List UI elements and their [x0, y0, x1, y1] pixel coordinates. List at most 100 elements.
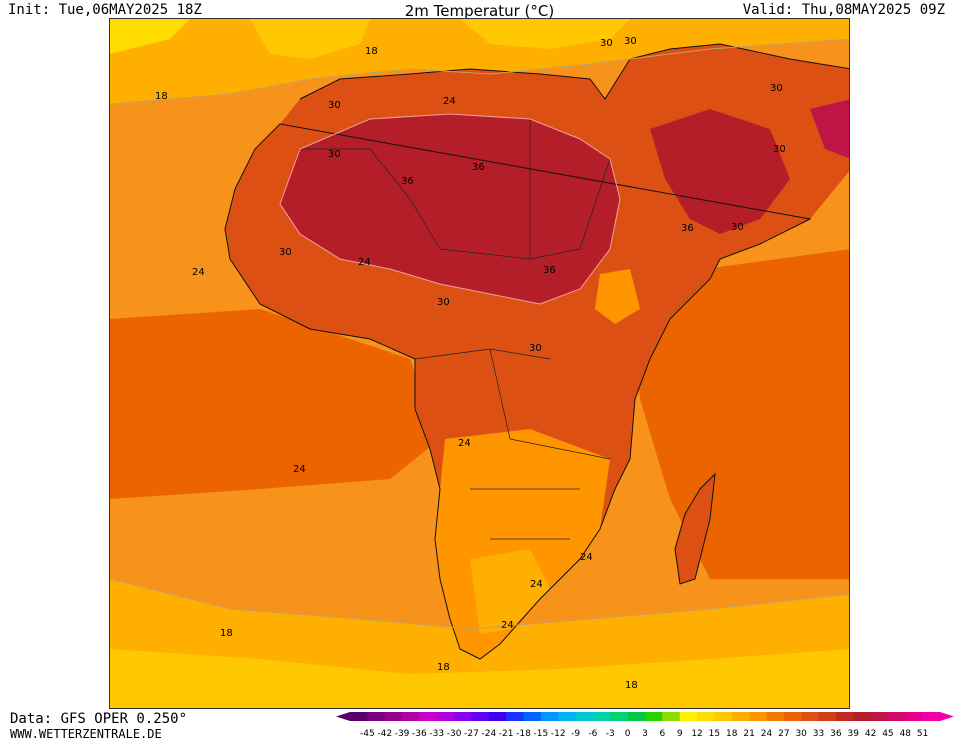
isotherm-36 [279, 113, 621, 305]
colorbar-swatch [783, 712, 802, 721]
temperature-map: 18 18 24 30 24 30 36 36 30 24 30 36 30 30 30 36 30 24 24 24… [109, 18, 850, 709]
contour-label: 24 [358, 257, 371, 268]
contour-label: 30 [529, 343, 542, 354]
colorbar-swatch [402, 712, 420, 721]
colorbar-tick-label: 3 [642, 729, 648, 739]
contour-label: 18 [220, 628, 233, 639]
colorbar-tick-label: -3 [606, 729, 615, 739]
colorbar-tick-label: 36 [830, 729, 842, 739]
colorbar-tick-label: -45 [360, 729, 375, 739]
colorbar-tick-label: -6 [588, 729, 597, 739]
colorbar-swatch [818, 712, 837, 721]
colorbar-swatch [801, 712, 820, 721]
colorbar-swatch [488, 712, 507, 721]
colorbar-legend: -45 -42 -39 -36 -33 -30 -27 -24 -21 -18 -15 -12 -9 -6… [330, 712, 958, 740]
colorbar-tick-label: 6 [659, 729, 665, 739]
colorbar-swatch [367, 712, 386, 721]
contour-label: 30 [600, 38, 613, 49]
colorbar-swatch [714, 712, 733, 721]
colorbar-swatch [662, 712, 681, 721]
isotherm-18-south [110, 578, 849, 630]
colorbar-tick-label: 9 [677, 729, 683, 739]
atlantic-warm-zone [110, 309, 440, 499]
coastlines [224, 43, 849, 660]
colorbar-tick-label: -15 [534, 729, 549, 739]
colorbar-swatch [679, 712, 698, 721]
colorbar-swatch [454, 712, 472, 721]
colorbar-swatch [523, 712, 542, 721]
contour-label: 30 [437, 297, 450, 308]
colorbar-swatch [384, 712, 403, 721]
contour-label: 24 [443, 96, 456, 107]
colorbar-tick-label: 42 [865, 729, 876, 739]
colorbar-tick-label: 21 [743, 729, 754, 739]
colorbar-swatch [592, 712, 611, 721]
colorbar-swatch [697, 712, 715, 721]
contour-label: 30 [731, 222, 744, 233]
indian-ocean-warm-zone [630, 249, 849, 579]
colorbar-swatch [905, 712, 924, 721]
southern-europe-land [460, 19, 630, 49]
colorbar-arrow-right [940, 712, 954, 721]
contour-label: 24 [293, 464, 306, 475]
colorbar-tick-label: -36 [412, 729, 427, 739]
contour-label: 24 [458, 438, 471, 449]
south-africa-cool-zone [470, 549, 550, 634]
contour-label: 30 [773, 144, 786, 155]
north-coldest-band [110, 19, 190, 54]
colorbar-tick-label: 48 [900, 729, 912, 739]
colorbar-tick-label: 39 [848, 729, 860, 739]
contour-label: 24 [530, 579, 543, 590]
contour-label: 30 [770, 83, 783, 94]
colorbar-swatch [471, 712, 490, 721]
contour-label: 30 [328, 100, 341, 111]
data-source-label: Data: GFS OPER 0.250° [10, 711, 188, 727]
colorbar-swatch [610, 712, 629, 721]
isotherm-18-north [110, 38, 849, 105]
colorbar-tick-label: 33 [813, 729, 824, 739]
map-title: 2m Temperatur (°C) [404, 2, 555, 20]
colorbar-tick-label: -18 [516, 729, 531, 739]
contour-label: 30 [328, 149, 341, 160]
colorbar-swatch [870, 712, 889, 721]
colorbar-swatch [558, 712, 577, 721]
colorbar-tick-label: -39 [395, 729, 410, 739]
iberia-land [250, 19, 370, 59]
colorbar-svg: -45 -42 -39 -36 -33 -30 -27 -24 -21 -18 -15 -12 -9 -6… [336, 712, 954, 739]
contour-label: 24 [192, 267, 205, 278]
colorbar-tick-label: -21 [499, 729, 514, 739]
south-coldest-band [110, 649, 849, 708]
colorbar-tick-label: 15 [709, 729, 720, 739]
contour-label: 36 [543, 265, 556, 276]
colorbar-swatch [835, 712, 854, 721]
temperature-map-svg: 18 18 24 30 24 30 36 36 30 24 30 36 30 30 30 36 30 24 24 24… [110, 19, 849, 708]
colorbar-tick-label: 30 [795, 729, 807, 739]
colorbar-swatch [350, 712, 368, 721]
colorbar-swatch [540, 712, 559, 721]
colorbar-tick-label: 51 [917, 729, 928, 739]
colorbar-swatch [749, 712, 767, 721]
colorbar-swatch [766, 712, 785, 721]
contour-label: 24 [501, 620, 514, 631]
colorbar-swatch [506, 712, 525, 721]
colorbar-tick-label: 45 [882, 729, 893, 739]
gulf-hot-core [810, 99, 849, 159]
contour-label: 24 [580, 552, 593, 563]
colorbar-swatch [887, 712, 906, 721]
contour-label: 18 [437, 662, 450, 673]
contour-label: 30 [279, 247, 292, 258]
contour-label: 30 [624, 36, 637, 47]
colorbar-tick-label: 24 [761, 729, 773, 739]
contour-labels: 18 18 24 30 24 30 36 36 30 24 30 36 30 30 30 36 30 24 24 24… [155, 36, 786, 691]
contour-label: 18 [625, 680, 638, 691]
country-borders [300, 119, 611, 540]
colorbar-arrow-left [336, 712, 350, 721]
colorbar-swatch [922, 712, 941, 721]
contour-label: 36 [681, 223, 694, 234]
colorbar-swatch [627, 712, 646, 721]
arabia-hot-core [650, 109, 790, 234]
colorbar-swatch [853, 712, 872, 721]
contour-label: 36 [401, 176, 414, 187]
colorbar-tick-label: 0 [625, 729, 631, 739]
contour-label: 18 [365, 46, 378, 57]
